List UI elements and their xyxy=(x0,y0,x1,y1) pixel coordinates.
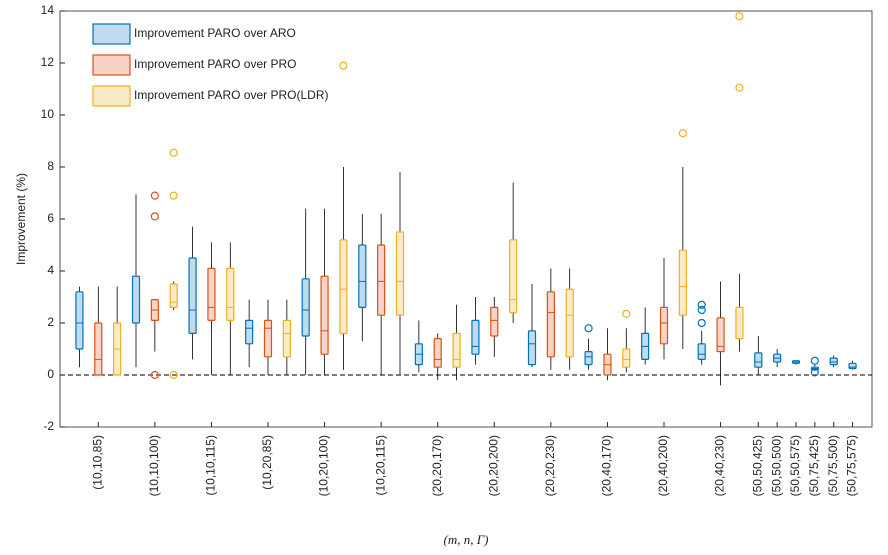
outlier xyxy=(169,148,178,157)
x-tick-label: (20,40,230) xyxy=(713,435,727,496)
x-tick-label: (50,75,425) xyxy=(807,435,821,496)
box xyxy=(282,319,291,358)
box xyxy=(716,317,725,353)
box xyxy=(452,332,461,368)
outlier xyxy=(622,309,631,318)
plot-frame xyxy=(59,10,873,428)
box xyxy=(263,319,273,358)
x-tick-label: (10,10,85) xyxy=(90,435,104,490)
legend-label: Improvement PARO over PRO(LDR) xyxy=(134,88,329,102)
box xyxy=(94,322,103,376)
outlier xyxy=(678,129,687,138)
y-tick-label: 4 xyxy=(47,263,54,277)
box xyxy=(207,267,216,321)
x-tick-label: (10,10,115) xyxy=(204,435,218,496)
box xyxy=(75,291,84,350)
outlier xyxy=(150,191,159,200)
x-tick-label: (50,75,500) xyxy=(826,435,840,496)
legend-swatch xyxy=(92,85,131,107)
x-tick-label: (50,75,575) xyxy=(845,435,859,496)
y-tick-label: 6 xyxy=(47,211,54,225)
x-tick-label: (10,20,85) xyxy=(260,435,274,490)
box xyxy=(320,275,329,355)
x-axis-label: (m, n, Γ) xyxy=(444,532,489,547)
y-tick-label: 8 xyxy=(47,159,54,173)
box xyxy=(659,306,669,345)
box xyxy=(377,244,386,316)
y-axis-label: Improvement (%) xyxy=(14,173,28,265)
box xyxy=(622,348,631,368)
x-tick-label: (10,10,100) xyxy=(147,435,161,496)
box xyxy=(395,231,405,316)
x-tick-label: (20,20,170) xyxy=(430,435,444,496)
box xyxy=(584,351,593,366)
box xyxy=(509,239,518,314)
outlier xyxy=(150,370,159,380)
box xyxy=(697,343,706,360)
box xyxy=(490,306,499,337)
box xyxy=(678,249,687,316)
x-tick-label: (20,40,170) xyxy=(600,435,614,496)
legend-label: Improvement PARO over PRO xyxy=(134,57,297,71)
box xyxy=(169,283,178,308)
x-tick-label: (10,20,115) xyxy=(373,435,387,496)
box xyxy=(339,239,348,335)
outlier xyxy=(735,83,744,92)
box xyxy=(433,338,442,368)
outlier xyxy=(810,368,819,377)
x-tick-label: (20,20,200) xyxy=(486,435,500,496)
box xyxy=(245,319,254,345)
outlier xyxy=(735,12,744,21)
outlier xyxy=(584,324,593,333)
y-tick-label: 10 xyxy=(41,107,55,121)
y-tick-label: 12 xyxy=(41,55,55,69)
box xyxy=(527,330,537,366)
box xyxy=(226,267,235,321)
box xyxy=(358,244,367,309)
x-tick-label: (20,40,200) xyxy=(656,435,670,496)
box xyxy=(829,357,838,366)
outlier xyxy=(697,305,706,315)
box xyxy=(565,288,574,358)
box xyxy=(188,257,197,335)
outlier xyxy=(169,191,178,200)
outlier xyxy=(150,212,159,221)
y-tick-label: 0 xyxy=(47,367,54,381)
outlier xyxy=(339,61,348,70)
y-tick-label: 2 xyxy=(47,315,54,329)
box xyxy=(754,352,763,368)
box xyxy=(301,278,310,337)
box xyxy=(131,275,141,324)
x-tick-label: (20,20,230) xyxy=(543,435,557,496)
y-tick-label: 14 xyxy=(41,3,55,17)
x-tick-label: (50,50,500) xyxy=(769,435,783,496)
box xyxy=(471,319,480,355)
box xyxy=(546,291,555,358)
outlier xyxy=(169,370,178,380)
box xyxy=(735,306,744,340)
outlier xyxy=(697,300,706,309)
legend-swatch xyxy=(92,23,131,45)
legend-swatch xyxy=(92,54,131,76)
legend-label: Improvement PARO over ARO xyxy=(134,26,296,40)
y-tick-label: -2 xyxy=(43,419,54,433)
outlier xyxy=(810,356,819,365)
box xyxy=(848,362,857,370)
outlier xyxy=(697,318,706,328)
x-tick-label: (50,50,425) xyxy=(750,435,764,496)
x-tick-label: (10,20,100) xyxy=(317,435,331,496)
x-tick-label: (50,50,575) xyxy=(788,435,802,496)
